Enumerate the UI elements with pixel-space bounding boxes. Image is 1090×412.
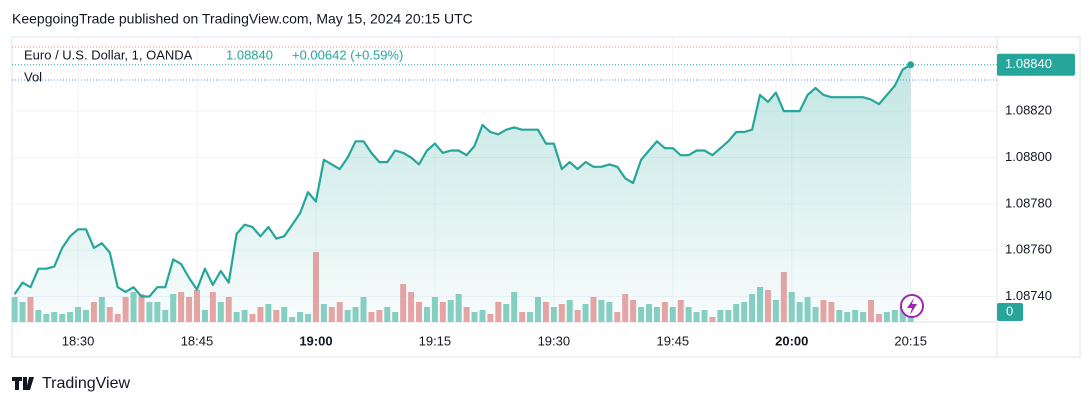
x-tick-label: 20:15 (894, 333, 927, 348)
plot (11, 37, 997, 323)
y-tick-label: 1.08740 (1005, 288, 1052, 303)
last-price-label: 1.08840 (1005, 56, 1052, 71)
x-tick-label: 19:00 (299, 333, 332, 348)
flash-bolt (907, 298, 917, 315)
x-tick-label: 19:30 (538, 333, 571, 348)
chart-frame (11, 36, 1081, 358)
tv-logo (12, 377, 34, 390)
legend-change: +0.00642 (+0.59%) (292, 47, 403, 62)
y-tick-label: 1.08780 (1005, 195, 1052, 210)
y-tick-label: 1.08760 (1005, 242, 1052, 257)
volume-box (997, 303, 1023, 321)
y-tick-label: 1.08820 (1005, 103, 1052, 118)
price-line (13, 63, 912, 298)
chart-title: KeepgoingTrade published on TradingView.… (12, 11, 473, 27)
y-tick-label: 1.08800 (1005, 149, 1052, 164)
last-point (907, 61, 915, 69)
footer-brand: TradingView (42, 375, 130, 392)
volume-label: 0 (1006, 303, 1013, 318)
legend-title: Euro / U.S. Dollar, 1, OANDA (24, 47, 193, 62)
x-tick-label: 20:00 (775, 333, 808, 348)
last-price-box (997, 53, 1075, 76)
x-tick-label: 18:30 (62, 333, 95, 348)
legend-price: 1.08840 (226, 47, 273, 62)
x-tick-label: 19:45 (657, 333, 690, 348)
price-area (14, 64, 911, 323)
volume-title: Vol (24, 69, 42, 84)
x-tick-label: 19:15 (419, 333, 452, 348)
x-tick-label: 18:45 (181, 333, 214, 348)
